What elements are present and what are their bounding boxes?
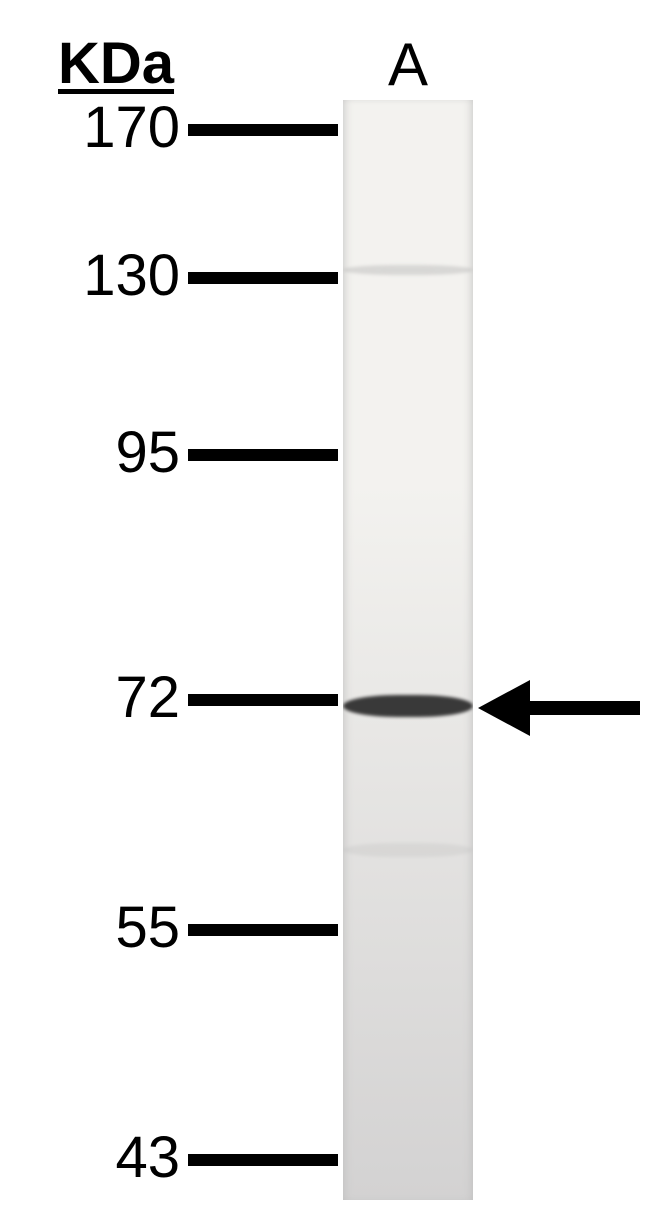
- ladder-tick-43: [188, 1154, 338, 1166]
- indicator-arrow-shaft: [526, 701, 640, 715]
- lane-label-a: A: [388, 30, 428, 99]
- ladder-tick-170: [188, 124, 338, 136]
- band-background: [343, 265, 473, 275]
- blot-lane-a: [343, 100, 473, 1200]
- ladder-label-170: 170: [0, 94, 180, 161]
- ladder-tick-95: [188, 449, 338, 461]
- ladder-tick-72: [188, 694, 338, 706]
- band-target: [343, 695, 473, 717]
- ladder-label-55: 55: [0, 894, 180, 961]
- ladder-tick-55: [188, 924, 338, 936]
- ladder-label-43: 43: [0, 1124, 180, 1191]
- unit-label-kda: KDa: [58, 30, 174, 97]
- ladder-label-72: 72: [0, 664, 180, 731]
- ladder-tick-130: [188, 272, 338, 284]
- ladder-label-95: 95: [0, 419, 180, 486]
- ladder-label-130: 130: [0, 242, 180, 309]
- indicator-arrow-head-icon: [478, 680, 530, 736]
- band-background: [343, 843, 473, 857]
